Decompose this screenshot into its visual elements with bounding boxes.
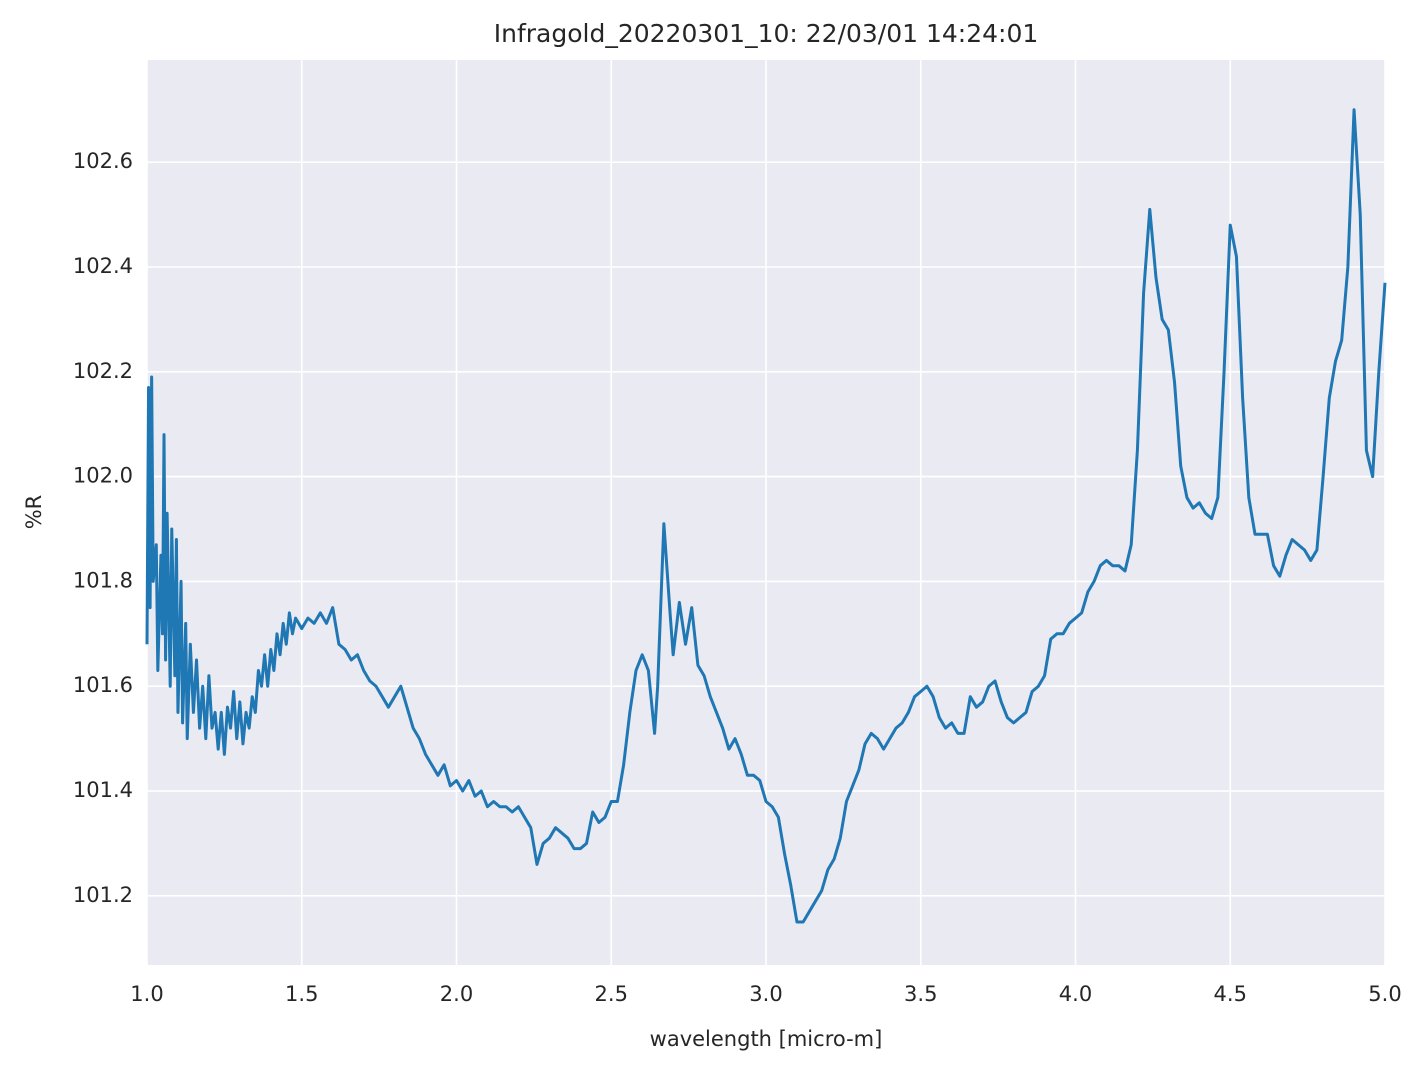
y-tick-label: 101.8	[73, 568, 133, 592]
x-tick-label: 1.5	[285, 982, 318, 1006]
x-axis-label: wavelength [micro-m]	[650, 1027, 883, 1051]
y-tick-label: 102.0	[73, 464, 133, 488]
x-tick-label: 3.5	[904, 982, 937, 1006]
y-axis-label: %R	[22, 495, 46, 530]
x-tick-label: 3.0	[749, 982, 782, 1006]
x-tick-label: 1.0	[130, 982, 163, 1006]
y-tick-label: 101.4	[73, 778, 133, 802]
x-tick-label: 4.0	[1059, 982, 1092, 1006]
x-tick-label: 2.0	[440, 982, 473, 1006]
y-tick-label: 102.2	[73, 359, 133, 383]
y-tick-label: 102.6	[73, 149, 133, 173]
y-tick-label: 101.2	[73, 883, 133, 907]
data-line	[145, 108, 1387, 924]
y-tick-label: 102.4	[73, 254, 133, 278]
x-tick-label: 2.5	[595, 982, 628, 1006]
x-tick-label: 4.5	[1214, 982, 1247, 1006]
x-tick-label: 5.0	[1368, 982, 1401, 1006]
y-tick-label: 101.6	[73, 673, 133, 697]
chart-title: Infragold_20220301_10: 22/03/01 14:24:01	[494, 19, 1039, 48]
